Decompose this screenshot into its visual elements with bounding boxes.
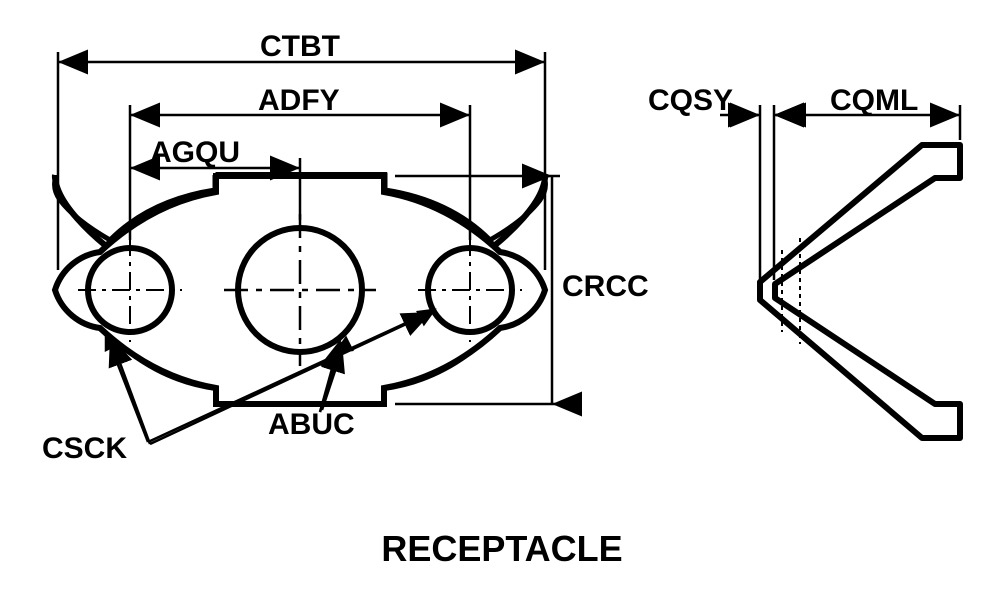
label-agqu: AGQU [150, 136, 240, 170]
label-csck: CSCK [42, 432, 127, 466]
label-adfy: ADFY [258, 84, 340, 118]
label-cqsy: CQSY [648, 84, 733, 118]
diagram-title: RECEPTACLE [381, 528, 622, 570]
label-crcc: CRCC [562, 270, 649, 304]
label-abuc: ABUC [268, 408, 355, 442]
label-cqml: CQML [830, 84, 918, 118]
label-ctbt: CTBT [260, 30, 340, 64]
side-view [760, 145, 960, 438]
